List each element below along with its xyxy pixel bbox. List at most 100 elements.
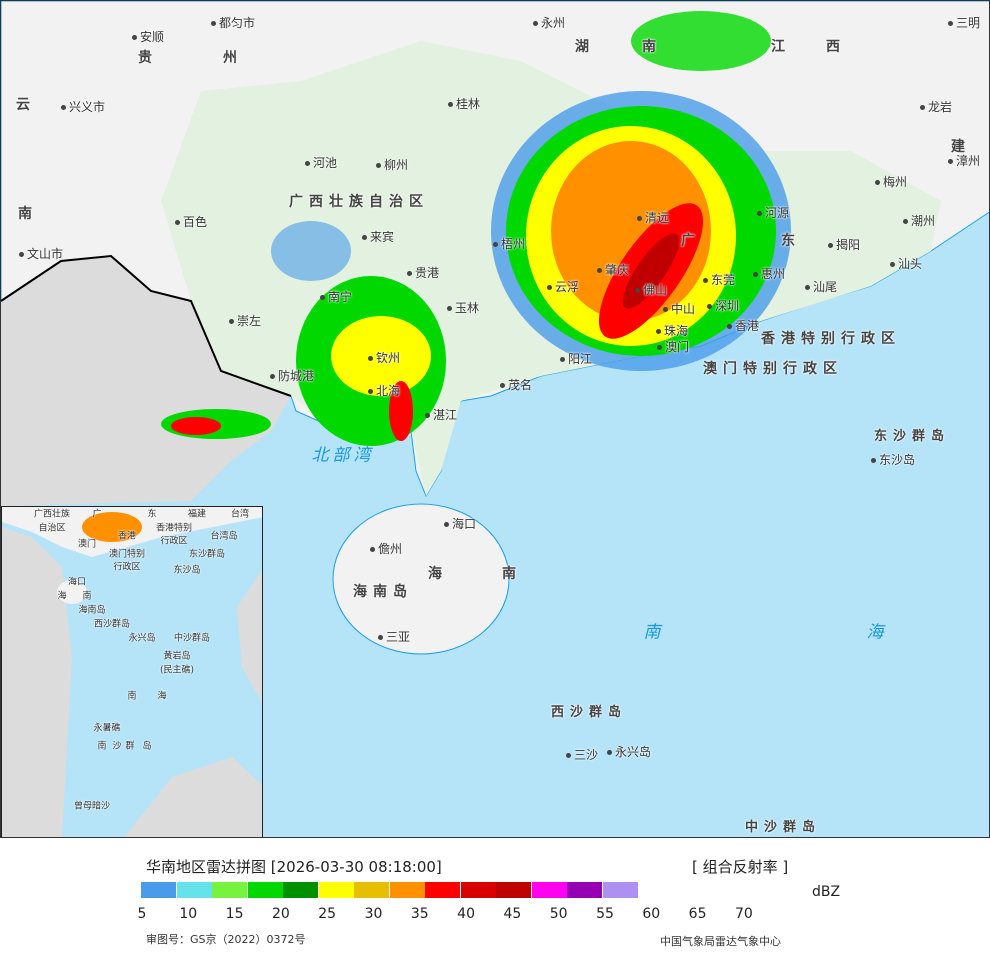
- city-label: 桂林: [448, 97, 480, 111]
- inset-label: 台湾: [230, 509, 250, 520]
- city-label: 梧州: [493, 237, 525, 251]
- island-group-label: 西沙群岛: [550, 705, 628, 720]
- city-label: 中山: [663, 302, 695, 316]
- inset-label: 行政区: [113, 562, 141, 573]
- city-label: 河池: [305, 156, 337, 170]
- radar-map[interactable]: 永州 都匀市 三明 安顺 兴义市 桂林 龙岩 漳州 河池 柳州 梅州 百色 河源 清远 潮州 来宾 梧州 揭阳 文山…: [0, 0, 990, 838]
- scale-tick-label: 30: [364, 906, 383, 922]
- sea-label: 南: [643, 622, 665, 643]
- city-label: 儋州: [370, 542, 402, 556]
- echo-north: [631, 11, 771, 71]
- inset-label: 群: [125, 741, 135, 752]
- inset-label: (民主礁): [159, 665, 195, 676]
- inset-philippines: [237, 569, 262, 704]
- inset-label: 海口: [67, 577, 87, 588]
- island-group-label: 中沙群岛: [744, 820, 822, 835]
- city-label: 惠州: [753, 267, 785, 281]
- scale-tick-label: 65: [688, 906, 707, 922]
- color-swatch: [567, 882, 602, 898]
- city-label: 北海: [368, 384, 400, 398]
- inset-basemap: [2, 507, 262, 837]
- city-label: 龙岩: [920, 100, 952, 114]
- city-label: 清远: [637, 211, 669, 225]
- region-label: 江: [771, 39, 791, 55]
- city-label: 来宾: [362, 230, 394, 244]
- inset-label: 西沙群岛: [93, 619, 131, 630]
- unit-label: dBZ: [812, 884, 841, 900]
- city-label: 阳江: [560, 352, 592, 366]
- region-label: 南: [502, 566, 522, 582]
- scale-tick-label: 60: [642, 906, 661, 922]
- inset-label: 香港: [117, 531, 137, 542]
- city-label: 香港: [727, 319, 759, 333]
- inset-label: 广: [92, 509, 102, 520]
- city-label: 云浮: [547, 280, 579, 294]
- scale-tick-label: 70: [734, 906, 753, 922]
- inset-label: 东沙群岛: [188, 549, 226, 560]
- region-label: 州: [223, 50, 243, 66]
- inset-label: 永兴岛: [128, 633, 156, 644]
- foreign-land-west: [1, 256, 291, 506]
- inset-label: 行政区: [160, 536, 188, 547]
- echo-light-blue: [271, 221, 351, 281]
- city-label: 安顺: [132, 30, 164, 44]
- scale-tick-label: 40: [457, 906, 476, 922]
- city-label: 南宁: [320, 290, 352, 304]
- inset-label: 中沙群岛: [173, 633, 211, 644]
- inset-borneo: [124, 757, 262, 837]
- inset-label: 东沙岛: [173, 565, 201, 576]
- map-title: 华南地区雷达拼图 [2026-03-30 08:18:00]: [146, 858, 442, 876]
- color-swatch: [389, 882, 425, 898]
- inset-label: 自治区: [38, 523, 66, 534]
- city-label: 防城港: [270, 369, 314, 383]
- city-label: 永兴岛: [607, 745, 651, 759]
- city-label: 三亚: [378, 630, 410, 644]
- inset-label: 澳门: [77, 539, 97, 550]
- city-label: 都匀市: [211, 16, 255, 30]
- city-label: 漳州: [948, 154, 980, 168]
- inset-land-west: [2, 527, 72, 837]
- region-label: 云: [16, 97, 36, 113]
- inset-label: 永暑礁: [93, 723, 121, 734]
- inset-hainan: [57, 580, 87, 604]
- scale-tick-label: 55: [596, 906, 614, 922]
- scale-tick-label: 20: [271, 906, 290, 922]
- city-label: 汕尾: [805, 280, 837, 294]
- city-label: 珠海: [656, 324, 688, 338]
- inset-label: 黄岩岛: [163, 651, 191, 662]
- city-label: 三明: [948, 16, 980, 30]
- approval-number: 审图号：GS京（2022）0372号: [146, 933, 306, 946]
- color-swatch: [212, 882, 247, 898]
- inset-label: 南: [97, 741, 107, 752]
- color-swatch: [496, 882, 531, 898]
- city-label: 贵港: [407, 266, 439, 280]
- city-label: 河源: [757, 206, 789, 220]
- south-china-sea-inset[interactable]: 广西壮族 自治区广东福建 台湾 香港特别 行政区 台湾岛 澳门 香港 澳门特别 行政区 东沙群岛 东沙…: [1, 506, 263, 837]
- inset-label: 南: [127, 691, 137, 702]
- inset-label: 福建: [187, 509, 207, 520]
- inset-label: 南: [82, 591, 92, 602]
- scale-tick-label: 25: [318, 906, 337, 922]
- inset-label: 海: [57, 591, 67, 602]
- hainan-island: [332, 503, 510, 655]
- city-label: 玉林: [447, 301, 479, 315]
- color-swatch: [247, 882, 283, 898]
- region-label: 南: [18, 206, 38, 222]
- region-label: 湖: [575, 39, 595, 55]
- scale-tick-label: 10: [179, 906, 198, 922]
- special-region-label: 香港特别行政区: [761, 331, 901, 347]
- city-label: 钦州: [368, 351, 400, 365]
- city-label: 澳门: [657, 340, 689, 354]
- city-label: 百色: [175, 215, 207, 229]
- color-swatch: [602, 882, 638, 898]
- color-swatch: [425, 882, 460, 898]
- source-credit: 中国气象局雷达气象中心: [660, 935, 781, 948]
- product-name: [ 组合反射率 ]: [692, 858, 789, 876]
- city-label: 肇庆: [597, 263, 629, 277]
- region-label: 南: [642, 39, 662, 55]
- inset-label: 东: [147, 509, 157, 520]
- color-swatch: [460, 882, 496, 898]
- color-swatch: [318, 882, 354, 898]
- inset-label: 岛: [142, 741, 152, 752]
- special-region-label: 澳门特别行政区: [703, 361, 843, 377]
